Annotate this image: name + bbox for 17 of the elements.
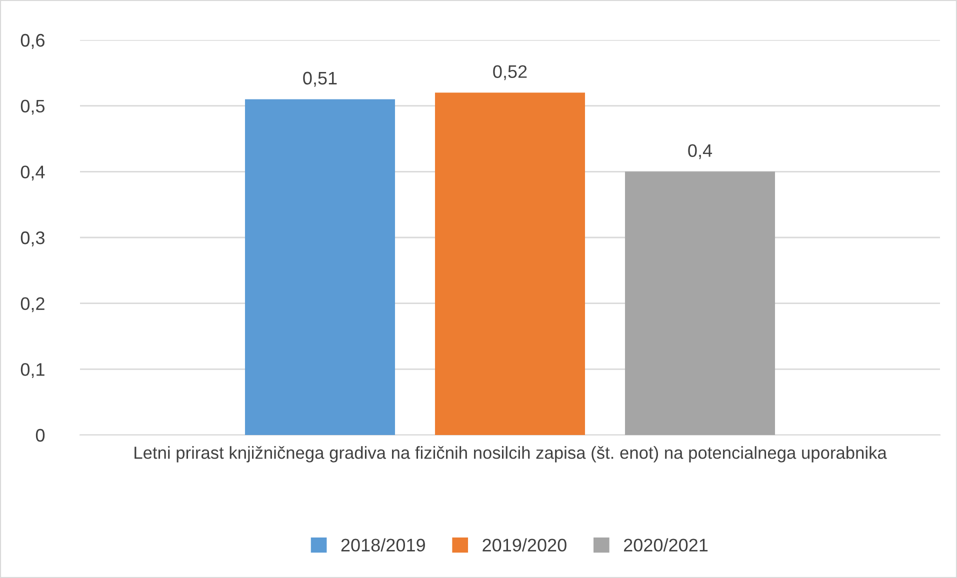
legend-label: 2020/2021 [624,538,708,552]
y-tick-label: 0,2 [20,297,44,312]
data-label: 0,51 [303,72,337,87]
y-tick-label: 0,3 [20,231,44,246]
bar [435,92,585,435]
y-tick-label: 0,4 [20,166,45,181]
y-tick-label: 0 [36,428,45,442]
data-label: 0,4 [688,144,712,160]
bar [625,172,775,435]
y-tick-label: 0,1 [20,363,44,378]
bar [245,99,395,435]
x-tick-label: Letni prirast knjižničnega gradiva na fizičnih nosilcih zapisa (št. enot) na potencialnega uporabnika [134,446,887,462]
legend-label: 2019/2020 [482,538,566,552]
y-tick-label: 0,6 [20,34,44,49]
legend-label: 2018/2019 [341,538,425,552]
data-label: 0,52 [493,65,527,80]
y-tick-label: 0,5 [20,100,45,115]
